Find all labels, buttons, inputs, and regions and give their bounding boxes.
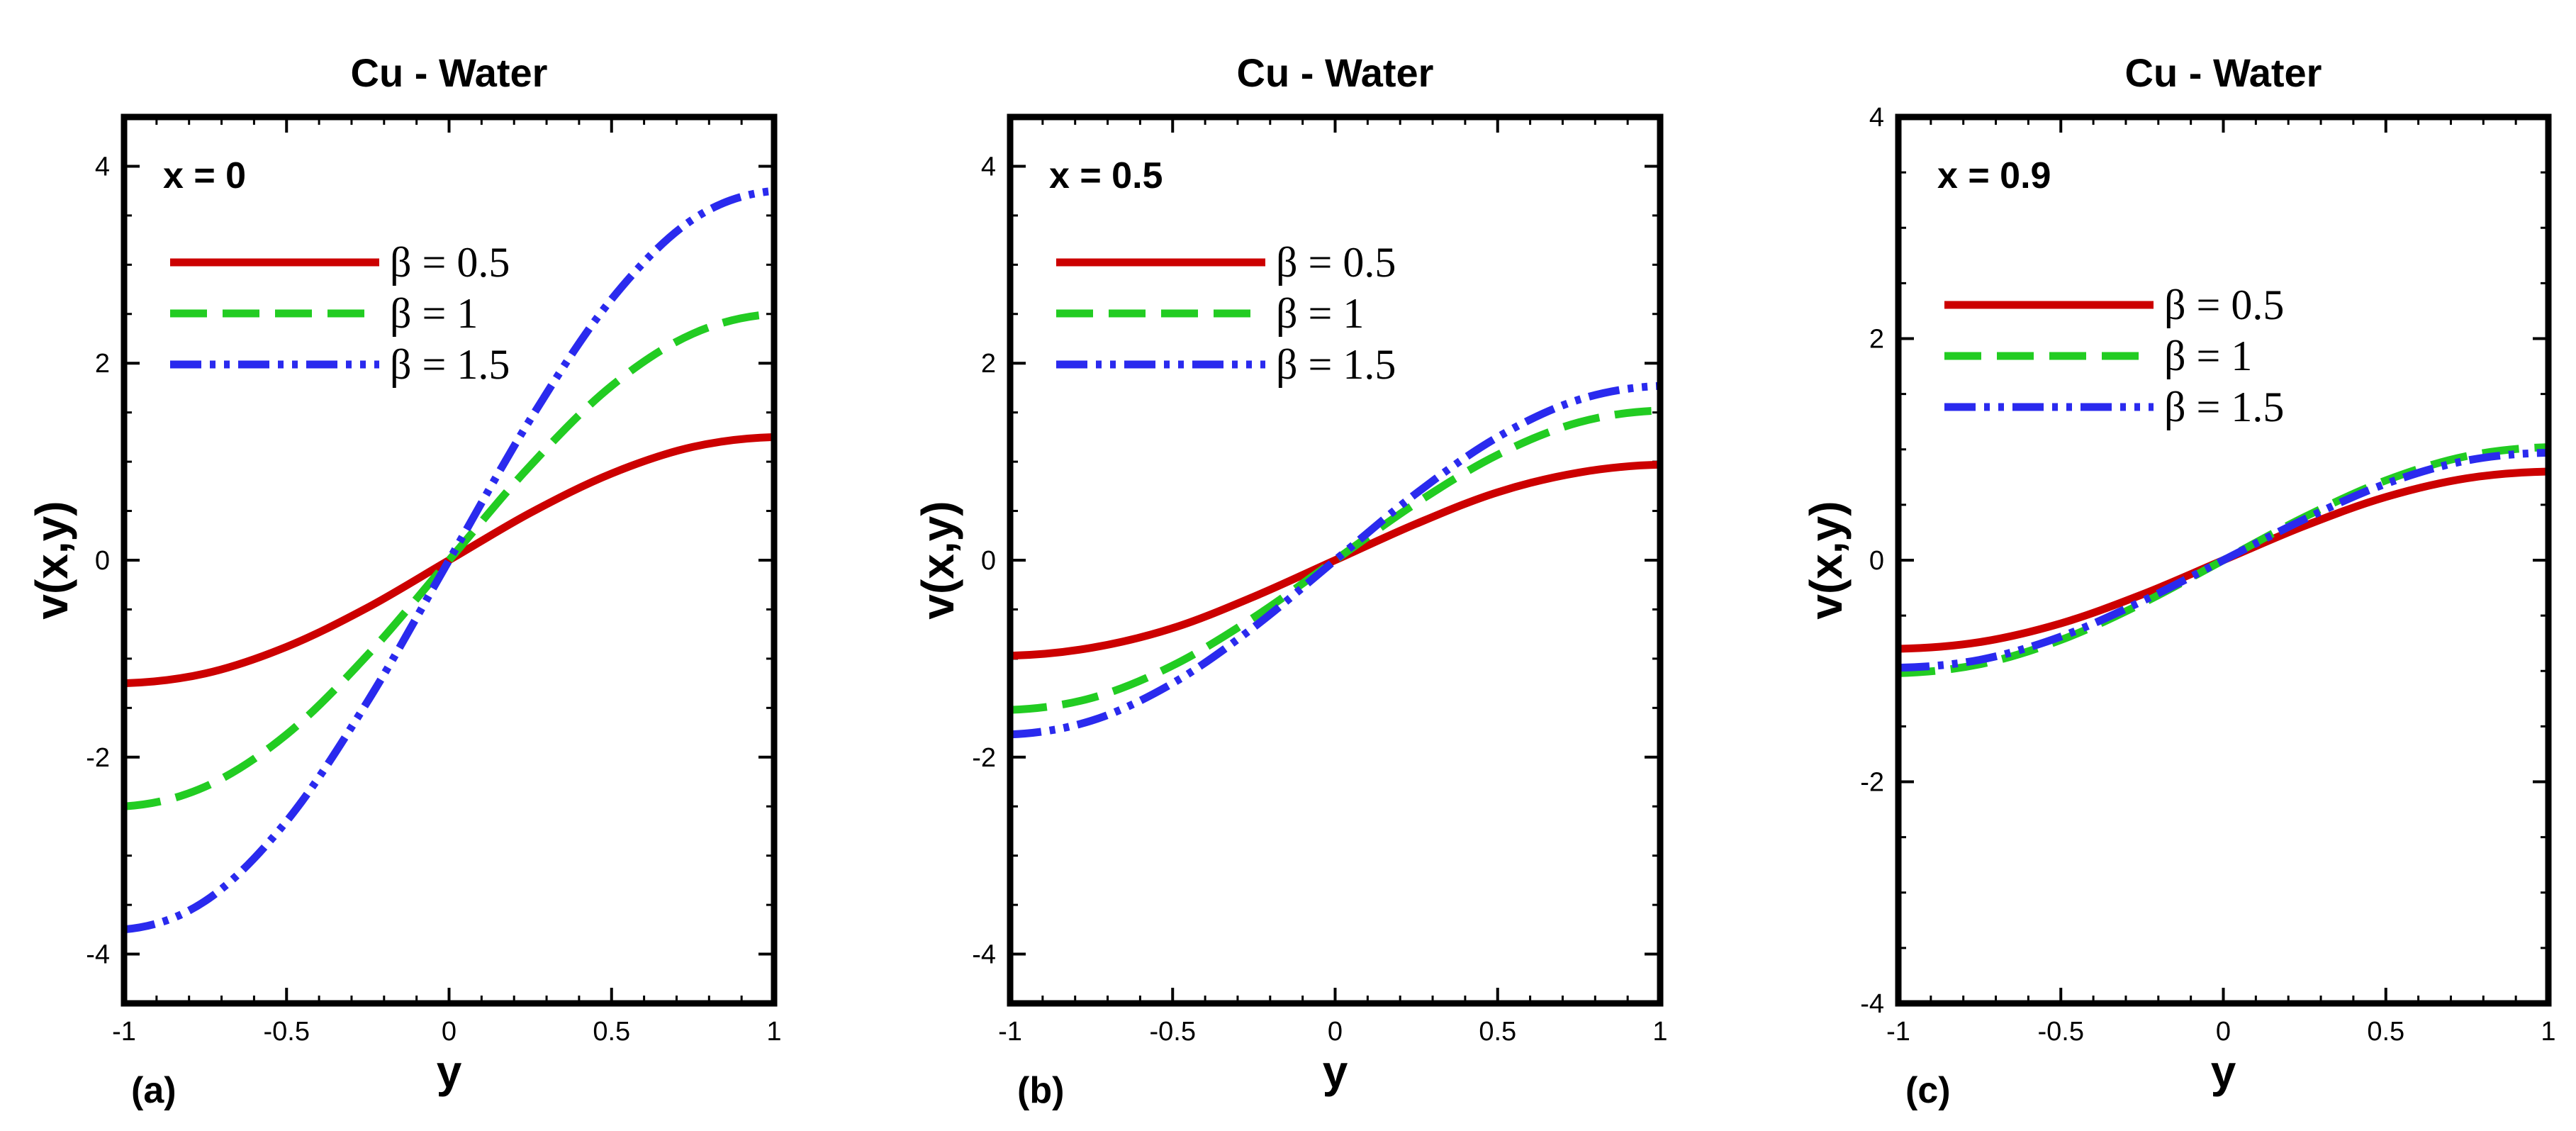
series-line-1 bbox=[124, 433, 774, 688]
y-tick-label: 2 bbox=[981, 349, 996, 379]
x-axis-label: y bbox=[2211, 1046, 2236, 1097]
y-axis-label: v(x,y) bbox=[1801, 501, 1852, 619]
chart-title: Cu - Water bbox=[1237, 50, 1434, 95]
y-tick-label: -2 bbox=[1860, 768, 1884, 798]
x-tick-label: 1 bbox=[2541, 1017, 2555, 1047]
legend: β = 0.5β = 1β = 1.5 bbox=[1056, 239, 1396, 388]
legend-label: β = 1.5 bbox=[2164, 384, 2284, 430]
y-axis-label: v(x,y) bbox=[912, 501, 963, 619]
chart-panel-3: Cu - Water -1 -0.5 0 0.5 1 -4 -2 0 2 4 y v(x,y) (c) x … bbox=[1801, 50, 2556, 1111]
x-tick-label: 0.5 bbox=[1479, 1017, 1516, 1047]
x-tick-label: -0.5 bbox=[2038, 1017, 2084, 1047]
y-tick-label: 2 bbox=[95, 349, 110, 379]
y-tick-label: 2 bbox=[1869, 325, 1884, 355]
y-tick-label: -2 bbox=[86, 743, 110, 773]
y-tick-label: -4 bbox=[1860, 989, 1884, 1019]
legend-label: β = 1.5 bbox=[1276, 341, 1396, 388]
x-tick-label: 0 bbox=[2216, 1017, 2231, 1047]
legend-label: β = 0.5 bbox=[1276, 239, 1396, 286]
chart-panel-2: Cu - Water -1 -0.5 0 0.5 1 -4 -2 0 2 4 y v(x,y) (b) x … bbox=[912, 50, 1668, 1111]
x-axis-label: y bbox=[1323, 1046, 1348, 1097]
x-tick-label: -0.5 bbox=[264, 1017, 310, 1047]
panel-label: (c) bbox=[1905, 1070, 1951, 1111]
legend-label: β = 1 bbox=[2164, 333, 2252, 379]
x-axis-label: y bbox=[437, 1046, 462, 1097]
legend: β = 0.5 β = 1 β = 1.5 bbox=[1944, 282, 2284, 430]
plot-frame bbox=[1007, 113, 1664, 1007]
x-tick-label: -1 bbox=[112, 1017, 136, 1047]
x-tick-label: 0.5 bbox=[2367, 1017, 2404, 1047]
y-axis-label: v(x,y) bbox=[26, 501, 77, 619]
legend-label: β = 1.5 bbox=[390, 341, 510, 388]
series-line-2 bbox=[124, 310, 774, 810]
series-group bbox=[1898, 443, 2548, 677]
legend-label: β = 1 bbox=[390, 290, 478, 337]
y-tick-label: -4 bbox=[972, 940, 996, 970]
series-group bbox=[1010, 381, 1660, 739]
x-tick-label: 1 bbox=[766, 1017, 781, 1047]
x-tick-label: 1 bbox=[1652, 1017, 1667, 1047]
y-tick-label: 0 bbox=[981, 546, 996, 576]
series-line-3 bbox=[1010, 381, 1660, 739]
chart-title: Cu - Water bbox=[351, 50, 548, 95]
plot-frame bbox=[121, 113, 778, 1007]
series-line-1 bbox=[1010, 460, 1660, 660]
x-tick-label: 0 bbox=[1328, 1017, 1343, 1047]
legend: β = 0.5β = 1β = 1.5 bbox=[170, 239, 510, 388]
chart-title: Cu - Water bbox=[2125, 50, 2322, 95]
plot-frame bbox=[1895, 113, 2552, 1007]
panel-annotation: x = 0.9 bbox=[1937, 155, 2051, 196]
panel-label: (a) bbox=[131, 1070, 177, 1111]
legend-label: β = 0.5 bbox=[390, 239, 510, 286]
x-tick-label: 0.5 bbox=[593, 1017, 630, 1047]
legend-label: β = 1 bbox=[1276, 290, 1364, 337]
y-tick-label: 0 bbox=[95, 546, 110, 576]
y-tick-label: -4 bbox=[86, 940, 110, 970]
legend-label: β = 0.5 bbox=[2164, 282, 2284, 328]
panel-annotation: x = 0 bbox=[163, 155, 246, 196]
panel-annotation: x = 0.5 bbox=[1049, 155, 1163, 196]
y-tick-label: 4 bbox=[95, 152, 110, 182]
series-line-3 bbox=[124, 186, 774, 934]
y-tick-label: 0 bbox=[1869, 546, 1884, 576]
y-tick-label: 4 bbox=[981, 152, 996, 182]
series-line-2 bbox=[1010, 406, 1660, 714]
x-tick-label: 0 bbox=[442, 1017, 457, 1047]
x-tick-label: -1 bbox=[1886, 1017, 1910, 1047]
y-tick-label: -2 bbox=[972, 743, 996, 773]
series-group bbox=[124, 186, 774, 934]
x-tick-label: -0.5 bbox=[1150, 1017, 1196, 1047]
series-line-3 bbox=[1898, 448, 2548, 672]
panel-label: (b) bbox=[1017, 1070, 1064, 1111]
chart-panel-1: Cu - Water -1 -0.5 0 0.5 1 -4 -2 0 2 4 y v(x,y) (a) x … bbox=[26, 50, 782, 1111]
x-tick-label: -1 bbox=[998, 1017, 1022, 1047]
y-tick-label: 4 bbox=[1869, 103, 1884, 133]
